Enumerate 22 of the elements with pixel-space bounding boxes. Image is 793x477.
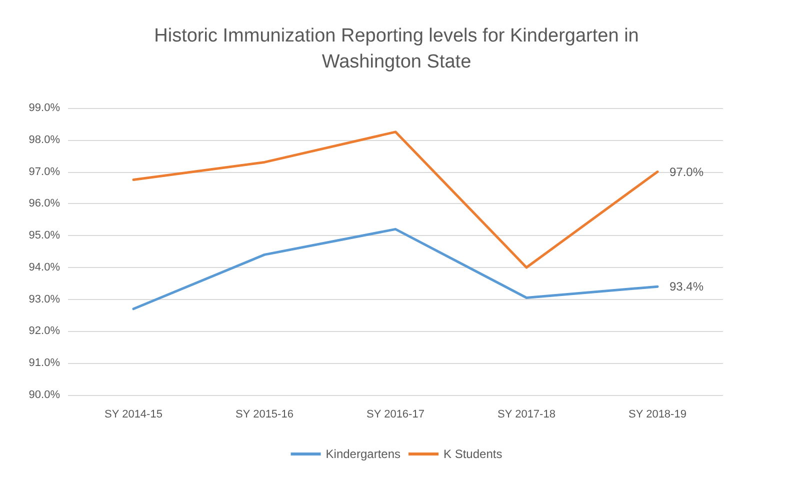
line-series: [132, 130, 659, 269]
x-tick-label: SY 2014-15: [104, 408, 162, 420]
x-tick-label: SY 2018-19: [628, 408, 686, 420]
data-label: 93.4%: [670, 280, 704, 294]
y-tick-label: 94.0%: [28, 261, 60, 274]
y-tick-label: 99.0%: [28, 102, 60, 114]
y-tick-label: 91.0%: [28, 357, 60, 370]
y-tick-label: 97.0%: [28, 166, 60, 178]
x-tick-label: SY 2015-16: [236, 408, 294, 420]
y-tick-label: 98.0%: [28, 134, 60, 146]
line-series: [132, 228, 659, 310]
legend-label: Kindergartens: [326, 447, 401, 461]
y-tick-label: 95.0%: [28, 230, 60, 242]
y-tick-label: 90.0%: [28, 389, 60, 401]
data-label: 97.0%: [670, 164, 704, 179]
chart-title: Historic Immunization Reporting levels for Kindergarten in Washington State: [154, 26, 639, 72]
y-tick-label: 93.0%: [28, 293, 60, 306]
legend-label: K Students: [444, 447, 502, 461]
y-tick-label: 92.0%: [28, 325, 60, 338]
x-tick-label: SY 2016-17: [366, 408, 424, 420]
y-tick-label: 96.0%: [28, 198, 60, 210]
x-tick-label: SY 2017-18: [498, 408, 556, 420]
